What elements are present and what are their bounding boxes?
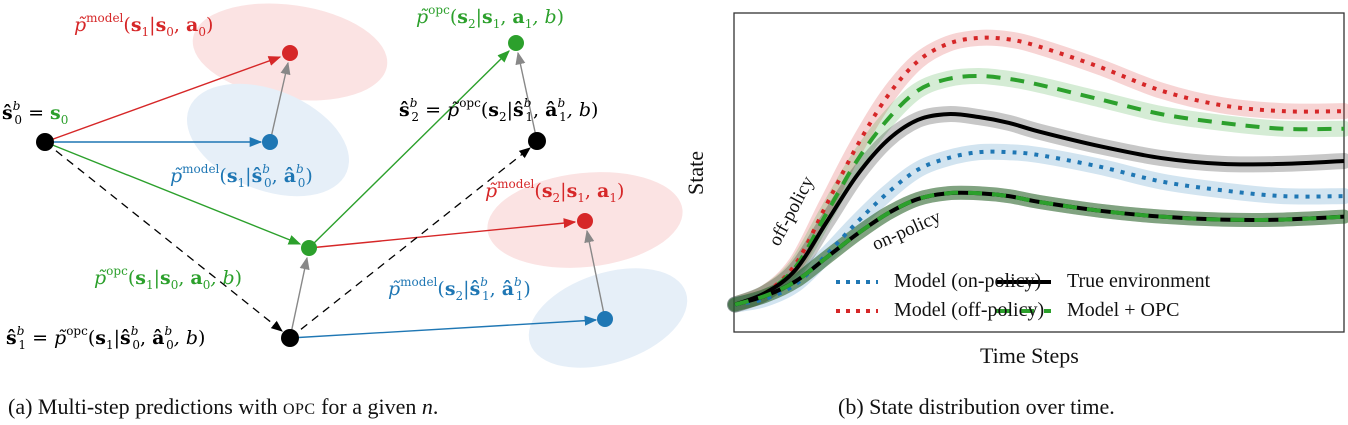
arrow-s0-to-green-s1 [44, 141, 302, 245]
diagram-canvas [36, 3, 688, 368]
node-green-s2 [508, 35, 524, 51]
node-red-s1 [282, 45, 298, 61]
x-axis-label: Time Steps [980, 343, 1079, 368]
series-lines [734, 35, 1345, 307]
panel-b-chart: Model (on-policy) True environment Model… [683, 0, 1348, 425]
caption-a: (a) Multi-step predictions with OPC for … [8, 394, 439, 419]
arrow-s0-to-red-s1 [44, 56, 282, 143]
node-s2-hat [528, 132, 546, 150]
node-blue-s1 [262, 134, 278, 150]
arrow-s2-hat-to-green-s2 [515, 51, 538, 142]
arrow-blue-s2-to-red-s2 [584, 229, 606, 320]
label-s0-hat-equals-s0: ŝb0 = s0 [2, 99, 69, 127]
arrow-s1-hat-to-blue-s2 [289, 315, 598, 339]
line-model-off-policy- [734, 35, 1345, 307]
label-p-model-s2-given-s1hat-a1hat: p̃model(s2|ŝb1, âb1) [388, 275, 531, 303]
arrow-s1-hat-to-green-s1 [289, 256, 310, 339]
node-s0-hat [36, 133, 54, 151]
label-p-opc-s2-given-s1-a1-b: p̃opc(s2|s1, a1, b) [416, 3, 565, 31]
label-p-model-s1-given-s0-a0: p̃model(s1|s0, a0) [74, 11, 214, 39]
panel-a-diagram: p̃model(s1|s0, a0) ŝb0 = s0 p̃model(s1|ŝ… [2, 3, 688, 419]
chart-canvas [727, 12, 1348, 333]
legend-label-model-on-policy: Model (on-policy) [894, 270, 1042, 292]
node-green-s1 [301, 240, 317, 256]
arrow-s1-hat-to-s2-hat [289, 147, 531, 339]
arrow-blue-s1-to-red-s1 [269, 61, 291, 143]
arrow-green-s1-to-red-s2 [308, 218, 577, 249]
label-p-model-s2-given-s1-a1: p̃model(s2|s1, a1) [485, 177, 625, 205]
node-red-s2 [577, 213, 593, 229]
label-p-model-s1-given-s0hat-a0hat: p̃model(s1|ŝb0, âb0) [170, 162, 313, 190]
line-model-opc-off-policy- [734, 74, 1345, 307]
line-true-environment-off-policy- [734, 112, 1345, 307]
arrow-green-s1-to-green-s2 [308, 50, 510, 249]
legend-label-true-environment: True environment [1067, 270, 1211, 292]
caption-b: (b) State distribution over time. [838, 394, 1115, 419]
arrow-s0-to-s1-hat [44, 141, 283, 332]
legend-label-model-off-policy: Model (off-policy) [894, 299, 1045, 321]
y-axis-label: State [683, 151, 708, 195]
legend-label-model-opc: Model + OPC [1067, 299, 1180, 321]
line-model-opc-on-policy- [734, 190, 1345, 307]
node-s1-hat [281, 329, 299, 347]
label-p-opc-s1-given-s0-a0-b: p̃opc(s1|s0, a0, b) [94, 264, 243, 292]
plot-frame [733, 12, 1345, 333]
node-blue-s2 [597, 311, 613, 327]
label-s1-hat-equals-p-opc: ŝb1 = p̃opc(s1|ŝb0, âb0, b) [6, 324, 206, 352]
label-s2-hat-equals-p-opc: ŝb2 = p̃opc(s2|ŝb1, âb1, b) [399, 96, 599, 124]
